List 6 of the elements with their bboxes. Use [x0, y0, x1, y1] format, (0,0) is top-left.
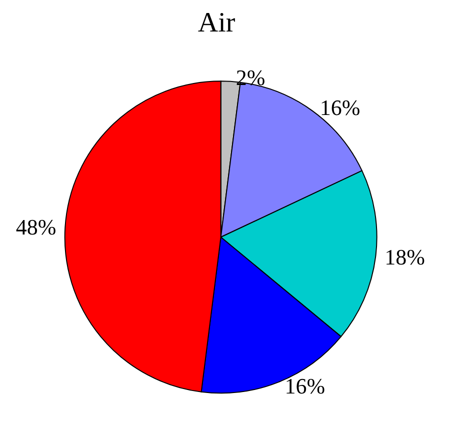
- data-label: 16%: [284, 373, 326, 398]
- data-label: 48%: [16, 214, 56, 240]
- data-label: 16%: [320, 95, 360, 120]
- data-label: 18%: [384, 244, 425, 270]
- chart-title: Air: [198, 8, 236, 38]
- data-label: 2%: [236, 64, 266, 90]
